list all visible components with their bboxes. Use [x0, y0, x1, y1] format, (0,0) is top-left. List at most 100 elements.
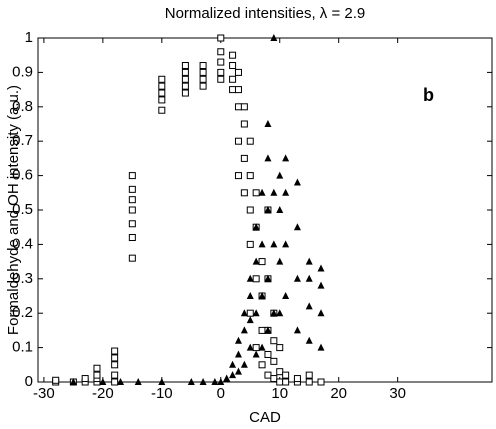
- square-point: [246, 172, 254, 180]
- square-point: [181, 89, 189, 97]
- triangle-point: [282, 292, 290, 299]
- triangle-point: [264, 154, 272, 162]
- square-point: [128, 172, 136, 180]
- square-point: [158, 106, 166, 114]
- x-tick-label: 20: [330, 385, 347, 402]
- triangle-point: [276, 206, 284, 213]
- square-point: [111, 378, 119, 386]
- square-point: [240, 189, 248, 197]
- square-point: [240, 120, 248, 128]
- square-point: [282, 378, 290, 386]
- square-point: [217, 75, 225, 83]
- y-tick-label: 0.6: [12, 167, 33, 184]
- annotation: b: [423, 85, 434, 105]
- chart-title: Normalized intensities, λ = 2.9: [165, 5, 366, 22]
- triangle-point: [264, 326, 272, 334]
- triangle-point: [270, 309, 278, 317]
- square-point: [234, 68, 242, 76]
- square-point: [158, 89, 166, 97]
- square-point: [52, 376, 60, 384]
- y-tick-label: 0.5: [12, 201, 33, 218]
- triangle-point: [293, 326, 301, 334]
- y-tick-label: 0.4: [12, 235, 33, 252]
- square-point: [264, 371, 272, 379]
- square-point: [229, 86, 237, 94]
- triangle-point: [234, 336, 242, 344]
- triangle-point: [258, 292, 266, 299]
- square-point: [258, 361, 266, 369]
- y-axis-label: Formaldehyde and OH intensity (a.u.): [5, 85, 22, 335]
- square-point: [93, 364, 101, 372]
- square-point: [128, 220, 136, 228]
- triangle-point: [246, 316, 254, 324]
- triangle-point: [305, 336, 313, 344]
- square-point: [240, 103, 248, 111]
- square-point: [158, 96, 166, 104]
- triangle-point: [317, 264, 325, 272]
- square-point: [199, 68, 207, 76]
- x-tick-label: 10: [271, 385, 288, 402]
- triangle-point: [305, 274, 313, 282]
- square-point: [181, 62, 189, 70]
- square-point: [128, 185, 136, 193]
- triangle-point: [258, 240, 266, 248]
- square-point: [199, 75, 207, 83]
- square-point: [111, 361, 119, 369]
- square-point: [111, 371, 119, 379]
- triangle-point: [264, 274, 272, 282]
- y-tick-label: 0.2: [12, 304, 33, 321]
- y-tick-label: 0.1: [12, 339, 33, 356]
- square-point: [234, 172, 242, 180]
- triangle-point: [305, 257, 313, 265]
- square-point: [158, 82, 166, 90]
- triangle-point: [270, 34, 278, 41]
- x-tick-label: -30: [33, 385, 55, 402]
- square-point: [246, 240, 254, 248]
- x-tick-label: 30: [389, 385, 406, 402]
- triangle-point: [240, 326, 248, 334]
- square-point: [258, 258, 266, 266]
- square-point: [240, 154, 248, 162]
- square-point: [252, 275, 260, 283]
- square-point: [181, 75, 189, 83]
- square-point: [276, 378, 284, 386]
- triangle-point: [134, 378, 142, 385]
- triangle-point: [317, 281, 325, 289]
- triangle-point: [217, 378, 225, 385]
- triangle-point: [276, 257, 284, 265]
- square-point: [276, 368, 284, 376]
- triangle-point: [158, 378, 166, 385]
- triangle-point: [252, 223, 260, 231]
- square-point: [199, 62, 207, 70]
- y-tick-label: 0: [25, 373, 33, 390]
- y-tick-label: 0.9: [12, 63, 33, 80]
- square-point: [217, 58, 225, 66]
- square-point: [246, 137, 254, 145]
- square-point: [93, 371, 101, 379]
- square-point: [229, 62, 237, 70]
- triangle-point: [69, 378, 77, 385]
- square-point: [111, 354, 119, 362]
- triangle-point: [223, 374, 231, 382]
- triangle-point: [234, 350, 242, 358]
- y-tick-label: 0.7: [12, 132, 33, 149]
- square-point: [229, 75, 237, 83]
- triangle-point: [282, 240, 290, 248]
- triangle-point: [211, 378, 219, 385]
- triangle-point: [305, 302, 313, 310]
- triangle-point: [229, 360, 237, 368]
- square-point: [252, 344, 260, 352]
- square-point: [234, 137, 242, 145]
- square-point: [305, 371, 313, 379]
- square-point: [199, 82, 207, 90]
- square-point: [217, 34, 225, 42]
- triangle-point: [293, 274, 301, 282]
- triangle-point: [199, 378, 207, 385]
- y-tick-label: 1: [25, 29, 33, 46]
- triangle-point: [117, 378, 125, 385]
- square-point: [128, 196, 136, 204]
- x-axis-label: CAD: [249, 409, 281, 426]
- x-tick-label: -20: [92, 385, 114, 402]
- triangle-point: [252, 309, 260, 317]
- square-point: [217, 68, 225, 76]
